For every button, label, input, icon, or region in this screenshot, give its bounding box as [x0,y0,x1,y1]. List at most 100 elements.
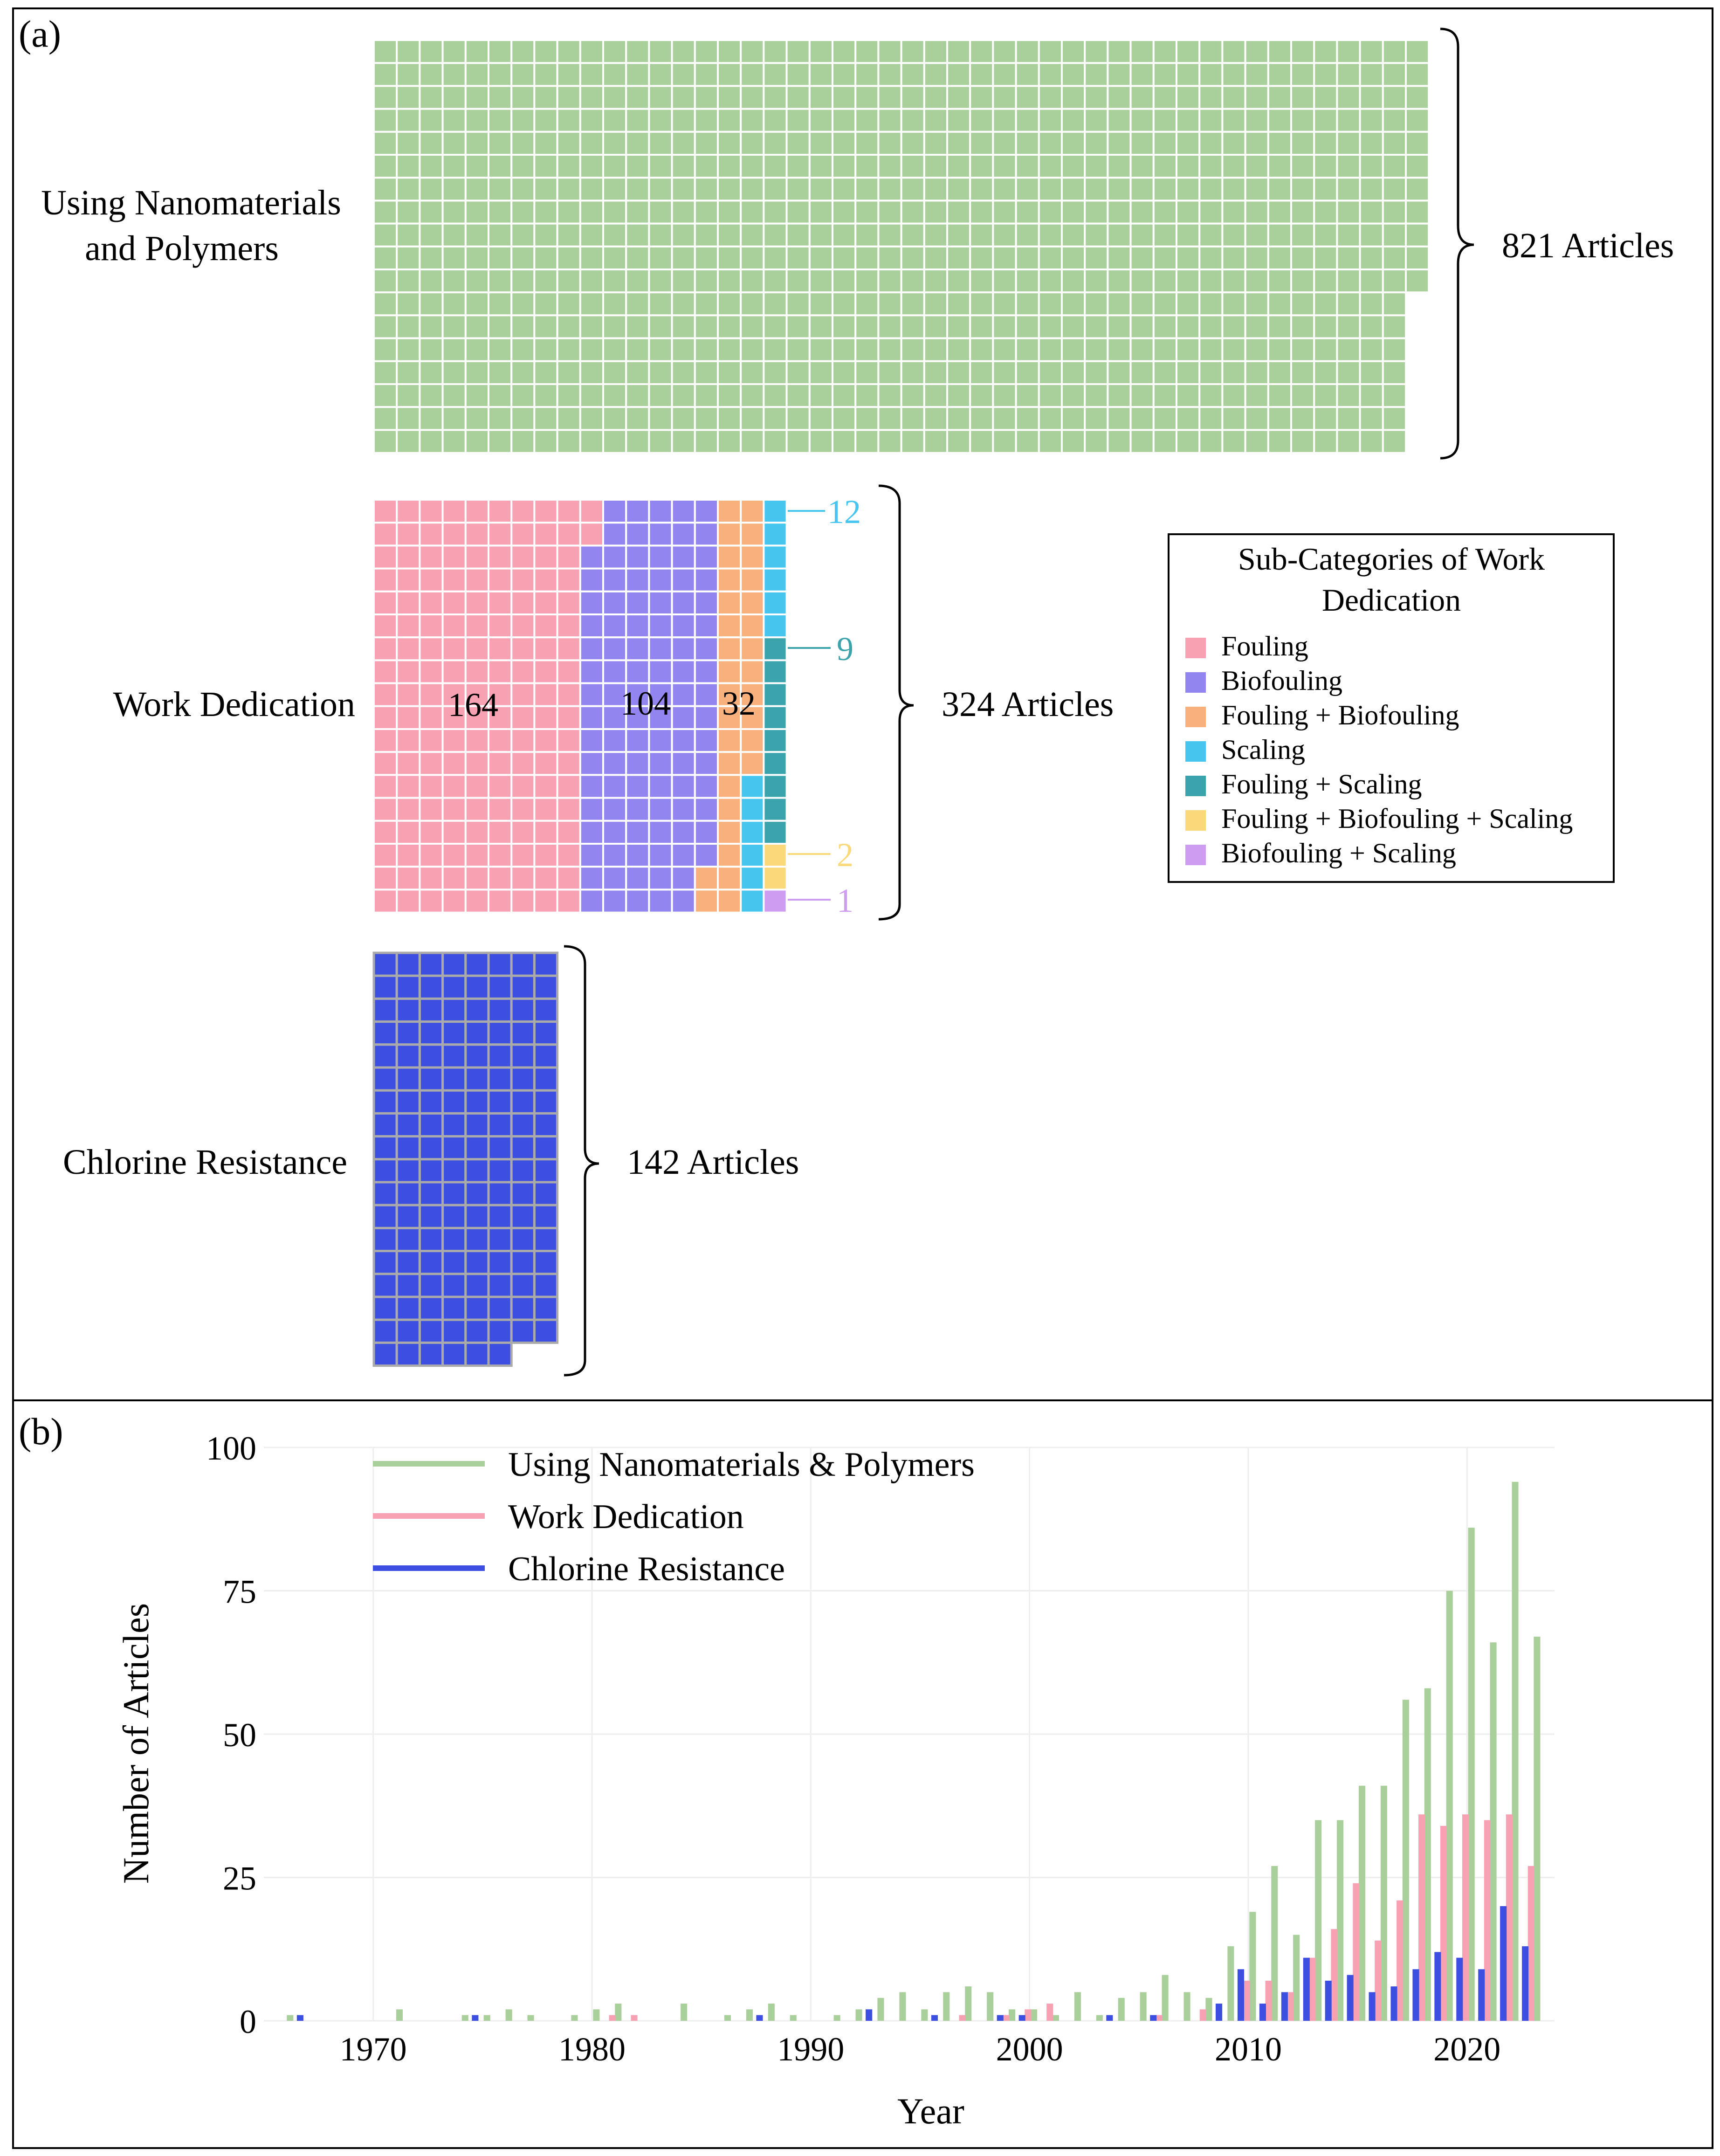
waffle-cell-nano [946,337,971,362]
waffle-cell-nano [717,222,742,248]
waffle-cell-nano [763,269,788,294]
waffle-cell-work [740,636,765,661]
waffle-cell-work [694,843,719,868]
waffle-cell-nano [373,154,398,179]
waffle-cell-nano [1038,222,1063,248]
waffle-cell-work [763,659,788,684]
waffle-cell-nano [992,360,1017,385]
waffle-cell-nano [1129,177,1155,202]
waffle-cell-nano [1061,406,1086,431]
waffle-cell-work [740,797,765,822]
waffle-cell-work [740,866,765,891]
legend-box [1168,533,1615,883]
waffle-cell-nano [1129,154,1155,179]
waffle-cell-work [671,774,696,799]
waffle-cell-nano [625,429,650,454]
waffle-cell-work [419,659,444,684]
waffle-cell-chlorine [487,1181,513,1206]
waffle-cell-nano [1313,314,1338,339]
waffle-cell-nano [1405,108,1430,133]
waffle-cell-nano [1084,108,1109,133]
waffle-cell-nano [648,222,673,248]
waffle-cell-chlorine [533,1020,559,1046]
waffle-cell-nano [556,177,581,202]
inside-label-fouling-biofouling: 32 [722,685,756,722]
waffle-cell-nano [717,108,742,133]
waffle-cell-chlorine [533,1226,559,1253]
waffle-cell-work [373,751,398,776]
waffle-cell-work [441,797,467,822]
waffle-cell-nano [694,222,719,248]
waffle-cell-nano [694,131,719,156]
waffle-cell-nano [396,406,421,431]
waffle-cell-nano [1129,222,1155,248]
waffle-cell-nano [832,39,857,64]
waffle-cell-work [396,843,421,868]
waffle-cell-work [464,499,489,524]
waffle-cell-chlorine [533,997,559,1023]
waffle-cell-nano [1107,245,1132,270]
bar-0 [287,2015,294,2021]
waffle-cell-nano [625,291,650,317]
waffle-cell-nano [832,177,857,202]
waffle-cell-nano [441,429,467,454]
waffle-cell-chlorine [464,997,490,1023]
waffle-cell-nano [510,291,536,317]
waffle-cell-nano [419,337,444,362]
bar-2 [1369,1992,1376,2021]
waffle-cell-nano [488,108,513,133]
waffle-cell-work [441,613,467,639]
waffle-cell-nano [1290,154,1315,179]
bar-0 [790,2015,797,2021]
waffle-cell-nano [717,383,742,408]
waffle-cell-nano [671,269,696,294]
waffle-cell-nano [854,360,880,385]
waffle-cell-nano [419,269,444,294]
waffle-cell-nano [556,269,581,294]
waffle-cell-nano [1198,314,1224,339]
waffle-cell-nano [1244,177,1269,202]
waffle-cell-work [625,843,650,868]
waffle-cell-work [579,567,605,592]
waffle-cell-work [763,590,788,616]
waffle-cell-nano [854,108,880,133]
waffle-cell-nano [1382,429,1407,454]
waffle-cell-work [671,705,696,730]
waffle-cell-nano [1359,429,1384,454]
waffle-cell-nano [464,62,489,87]
waffle-cell-chlorine [510,1226,536,1253]
waffle-cell-nano [832,383,857,408]
waffle-cell-chlorine [487,1295,513,1321]
waffle-cell-nano [1061,39,1086,64]
waffle-cell-nano [533,360,558,385]
waffle-cell-nano [1038,245,1063,270]
waffle-cell-nano [488,291,513,317]
waffle-cell-chlorine [418,1273,444,1298]
waffle-cell-nano [740,177,765,202]
waffle-cell-nano [1107,154,1132,179]
waffle-cell-nano [740,383,765,408]
waffle-cell-work [740,728,765,753]
waffle-cell-work [763,866,788,891]
waffle-cell-work [488,751,513,776]
waffle-cell-chlorine [533,974,559,1000]
waffle-cell-nano [946,222,971,248]
waffle-cell-nano [969,291,994,317]
waffle-cell-nano [946,429,971,454]
waffle-cell-nano [1221,291,1246,317]
waffle-cell-work [717,728,742,753]
waffle-cell-nano [419,222,444,248]
waffle-cell-nano [1152,108,1178,133]
waffle-cell-chlorine [487,1089,513,1115]
waffle-cell-nano [969,154,994,179]
waffle-cell-work [441,636,467,661]
waffle-cell-chlorine [487,1112,513,1138]
waffle-cell-nano [441,406,467,431]
waffle-cell-nano [832,429,857,454]
waffle-cell-chlorine [510,1112,536,1138]
bar-2 [1259,2004,1266,2021]
waffle-cell-nano [717,406,742,431]
waffle-cell-nano [1061,429,1086,454]
waffle-cell-nano [441,154,467,179]
waffle-cell-work [488,774,513,799]
